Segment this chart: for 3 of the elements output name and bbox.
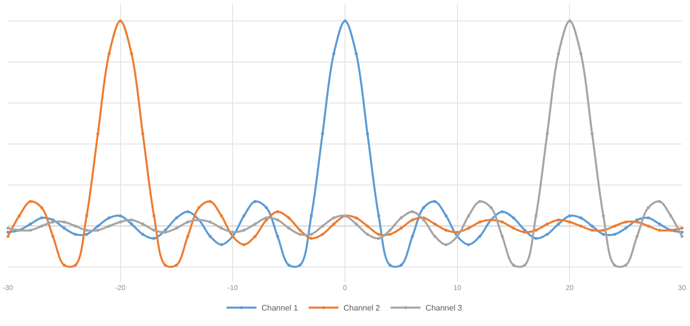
legend-label: Channel 1 (262, 304, 299, 313)
legend-label: Channel 2 (344, 304, 381, 313)
legend-label: Channel 3 (426, 304, 463, 313)
